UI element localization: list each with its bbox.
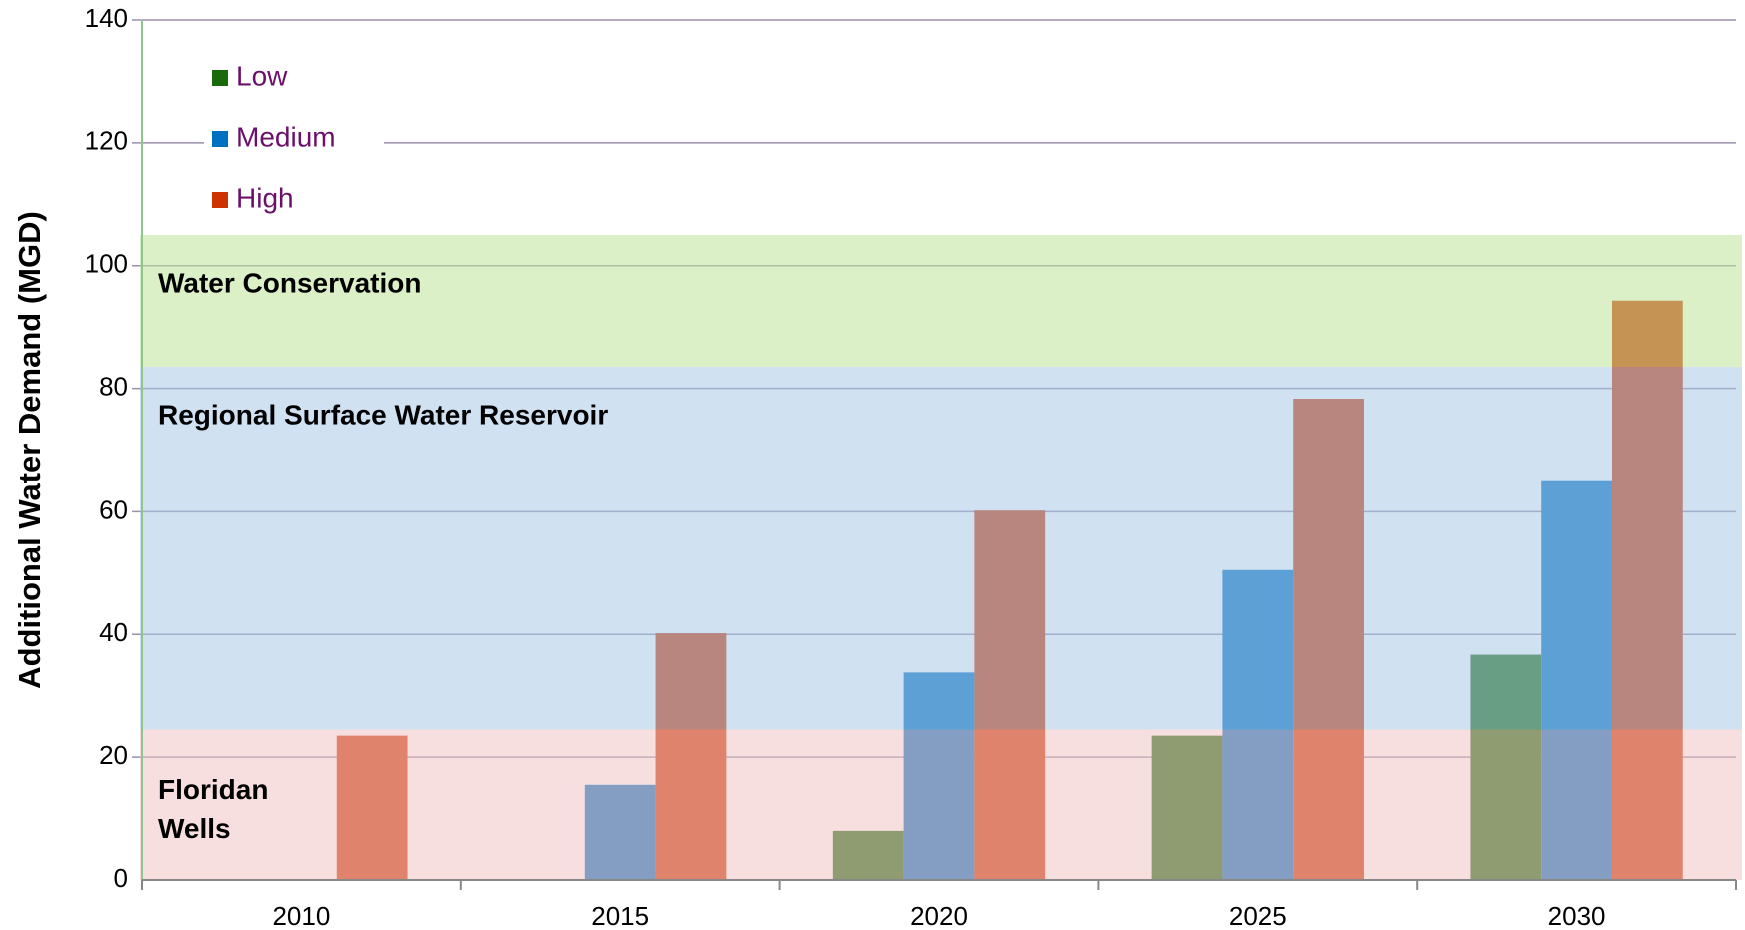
y-tick-label: 100 [85,249,128,279]
region-band [140,235,1742,368]
y-tick-label: 0 [114,863,128,893]
legend-swatch [212,131,228,147]
y-tick-label: 120 [85,126,128,156]
x-tick-label: 2020 [910,901,968,930]
y-tick-label: 140 [85,3,128,33]
band-label: Water Conservation [158,267,421,298]
band-label: Wells [158,813,231,844]
band-label: Floridan [158,774,268,805]
x-tick-label: 2025 [1229,901,1287,930]
legend-background [204,50,384,230]
y-tick-label: 40 [99,617,128,647]
legend-swatch [212,192,228,208]
legend-label: Medium [236,121,336,152]
x-tick-label: 2030 [1548,901,1606,930]
y-tick-label: 60 [99,494,128,524]
region-band [140,367,1742,730]
y-tick-label: 20 [99,740,128,770]
legend-swatch [212,70,228,86]
y-tick-label: 80 [99,371,128,401]
legend-label: Low [236,60,288,91]
region-band [140,729,1742,880]
legend-label: High [236,182,294,213]
x-tick-label: 2010 [272,901,330,930]
x-tick-label: 2015 [591,901,649,930]
band-label: Regional Surface Water Reservoir [158,399,608,430]
y-axis-title: Additional Water Demand (MGD) [12,211,47,689]
